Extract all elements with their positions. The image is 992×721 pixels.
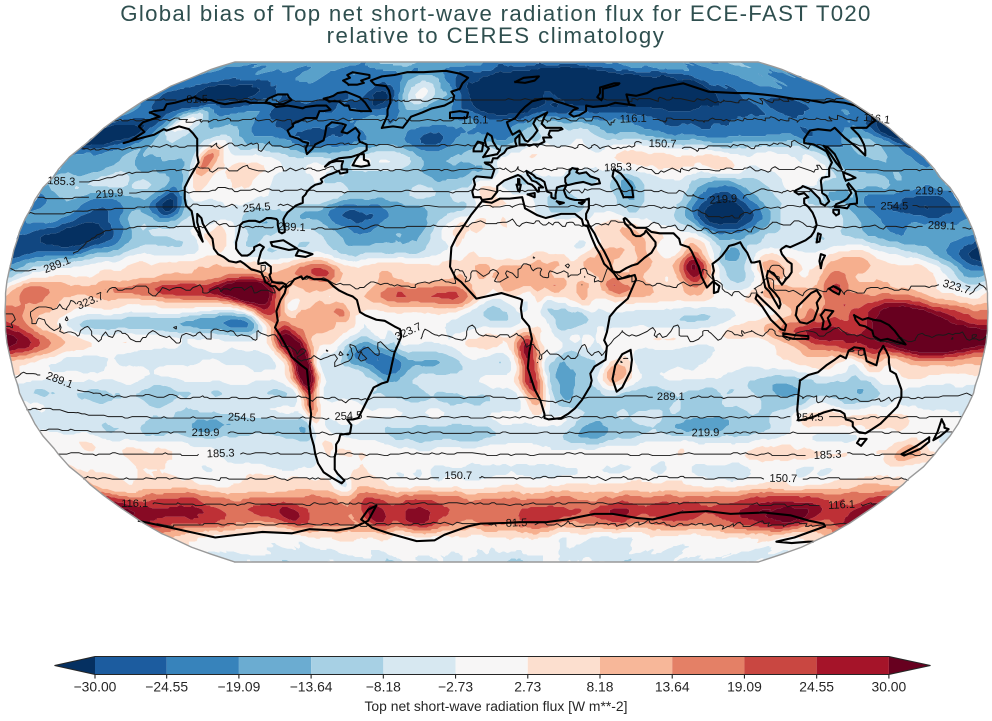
- svg-text:254.5: 254.5: [881, 201, 909, 213]
- svg-text:81.5: 81.5: [186, 94, 208, 106]
- svg-text:24.55: 24.55: [799, 679, 834, 695]
- svg-text:150.7: 150.7: [649, 138, 677, 150]
- svg-text:185.3: 185.3: [813, 449, 841, 462]
- svg-text:relative to CERES climatology: relative to CERES climatology: [327, 23, 666, 48]
- svg-text:19.09: 19.09: [727, 679, 762, 695]
- svg-text:219.9: 219.9: [95, 187, 124, 201]
- svg-text:289.1: 289.1: [657, 391, 685, 403]
- svg-text:−8.18: −8.18: [366, 679, 401, 695]
- svg-text:−2.73: −2.73: [438, 679, 473, 695]
- svg-text:Top net short-wave radiation f: Top net short-wave radiation flux [W m**…: [365, 698, 628, 714]
- svg-text:116.1: 116.1: [620, 113, 647, 126]
- svg-text:185.3: 185.3: [207, 447, 235, 460]
- svg-text:116.1: 116.1: [828, 499, 856, 512]
- svg-text:150.7: 150.7: [444, 470, 472, 482]
- svg-text:289.1: 289.1: [278, 221, 306, 234]
- svg-text:254.5: 254.5: [228, 411, 256, 424]
- svg-text:219.9: 219.9: [192, 427, 220, 439]
- svg-text:8.18: 8.18: [586, 679, 613, 695]
- svg-text:150.7: 150.7: [769, 473, 797, 485]
- svg-text:−24.55: −24.55: [145, 679, 188, 695]
- svg-text:13.64: 13.64: [655, 679, 690, 695]
- svg-text:289.1: 289.1: [928, 220, 956, 233]
- svg-text:116.1: 116.1: [121, 498, 148, 510]
- svg-text:−19.09: −19.09: [217, 679, 260, 695]
- svg-text:30.00: 30.00: [872, 679, 907, 695]
- svg-text:2.73: 2.73: [514, 679, 541, 695]
- svg-text:185.3: 185.3: [47, 175, 75, 188]
- svg-text:−13.64: −13.64: [290, 679, 333, 695]
- svg-text:219.9: 219.9: [691, 427, 719, 439]
- svg-text:219.9: 219.9: [915, 185, 943, 197]
- svg-text:185.3: 185.3: [604, 161, 632, 174]
- svg-text:116.1: 116.1: [461, 114, 488, 126]
- svg-text:Global bias of Top net short-w: Global bias of Top net short-wave radiat…: [120, 1, 872, 26]
- svg-text:−30.00: −30.00: [74, 679, 117, 695]
- svg-text:219.9: 219.9: [709, 193, 738, 207]
- svg-text:254.5: 254.5: [242, 201, 271, 215]
